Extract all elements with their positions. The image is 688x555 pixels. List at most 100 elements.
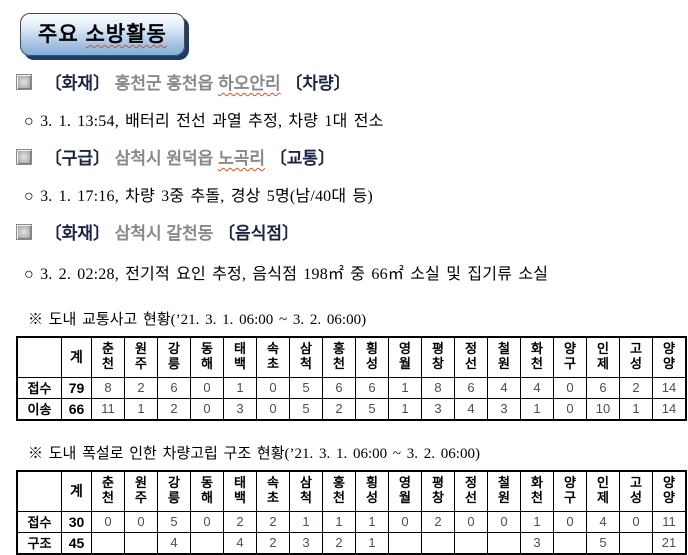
region-label: 홍천 — [333, 475, 345, 506]
cell-value: 11 — [652, 510, 687, 533]
cell-value — [388, 531, 422, 555]
incident-heading: 〔화재〕 홍천군 홍천읍 하오안리 〔차량〕 — [16, 73, 688, 96]
cell-value: 0 — [553, 397, 587, 421]
cell-value: 2 — [322, 531, 356, 555]
page-title-marked: 소방활동 — [85, 23, 167, 46]
cell-value: 1 — [322, 510, 356, 533]
cell-value: 1 — [355, 531, 389, 555]
cell-value: 6 — [586, 376, 620, 399]
table-row: 구조 45 4 4 2 3 2 1 3 5 21 — [16, 531, 687, 555]
cell-value: 6 — [322, 376, 356, 399]
region-label: 동해 — [201, 475, 213, 506]
total-column-header: 계 — [61, 336, 92, 378]
cell-value: 6 — [157, 376, 191, 399]
region-column-header: 홍천 — [322, 336, 356, 378]
cell-value: 0 — [553, 510, 587, 533]
region-column-header: 철원 — [487, 336, 521, 378]
region-label: 양구 — [564, 341, 576, 372]
incident-detail: ○ 3. 2. 02:28, 전기적 요인 추정, 음식점 198㎡ 중 66㎡… — [24, 265, 549, 283]
square-bullet-icon — [16, 223, 32, 240]
table-corner-cell — [16, 470, 62, 512]
cell-value: 2 — [619, 376, 653, 399]
region-column-header: 동해 — [190, 470, 224, 512]
row-total-value: 30 — [61, 510, 92, 533]
region-column-header: 정선 — [454, 336, 488, 378]
incident-type: 〔차량〕 — [285, 74, 351, 93]
region-column-header: 고성 — [619, 470, 653, 512]
region-column-header: 정선 — [454, 470, 488, 512]
cell-value: 4 — [157, 531, 191, 555]
region-column-header: 속초 — [256, 336, 290, 378]
cell-value: 5 — [289, 397, 323, 421]
incident-location: 홍천군 홍천읍 — [114, 74, 214, 93]
region-label: 화천 — [531, 341, 543, 372]
cell-value: 5 — [586, 531, 620, 555]
incident-detail: ○ 3. 1. 17:16, 차량 3중 추돌, 경상 5명(남/40대 등) — [24, 187, 373, 205]
region-column-header: 횡성 — [355, 470, 389, 512]
region-label: 태백 — [234, 341, 246, 372]
cell-value: 0 — [124, 510, 158, 533]
cell-value: 14 — [652, 376, 687, 399]
incident-category: 〔구급〕 — [44, 148, 111, 168]
traffic-accident-table: 계 춘천 원주 강릉 동해 태백 속초 삼척 홍천 횡성 영월 평창 정선 철원 화천 양구 인제 고성 양양 접수 7… — [16, 335, 687, 421]
region-column-header: 인제 — [586, 470, 620, 512]
cell-value: 11 — [91, 397, 125, 421]
row-label: 접수 — [16, 510, 62, 533]
incident-type: 〔교통〕 — [269, 148, 335, 168]
cell-value: 2 — [256, 531, 290, 555]
region-label: 인제 — [597, 475, 609, 506]
cell-value: 0 — [256, 376, 290, 399]
cell-value: 1 — [619, 397, 653, 421]
region-column-header: 삼척 — [289, 336, 323, 378]
cell-value: 4 — [223, 531, 257, 555]
region-label: 삼척 — [300, 475, 312, 506]
cell-value: 5 — [355, 397, 389, 421]
region-label: 평창 — [432, 341, 444, 372]
cell-value — [421, 531, 455, 555]
region-label: 양양 — [663, 341, 675, 372]
table-row: 접수 79 8 2 6 0 1 0 5 6 6 1 8 6 4 4 0 6 2 14 — [16, 376, 687, 399]
row-label: 접수 — [16, 376, 62, 399]
cell-value: 1 — [520, 510, 554, 533]
cell-value — [619, 531, 653, 555]
cell-value: 0 — [454, 510, 488, 533]
incident-heading: 〔화재〕 삼척시 갈천동 〔음식점〕 — [16, 223, 688, 246]
region-label: 화천 — [531, 475, 543, 506]
square-bullet-icon — [16, 148, 32, 165]
cell-value: 0 — [619, 510, 653, 533]
region-column-header: 철원 — [487, 470, 521, 512]
cell-value: 2 — [124, 376, 158, 399]
cell-value: 6 — [355, 376, 389, 399]
rescue-table-note: ※ 도내 폭설로 인한 차량고립 구조 현황(’21. 3. 1. 06:00 … — [28, 445, 480, 462]
region-column-header: 태백 — [223, 470, 257, 512]
snow-rescue-table: 계 춘천 원주 강릉 동해 태백 속초 삼척 홍천 횡성 영월 평창 정선 철원 화천 양구 인제 고성 양양 접수 3… — [16, 469, 687, 555]
cell-value: 1 — [124, 397, 158, 421]
row-total-value: 45 — [61, 531, 92, 555]
region-label: 강릉 — [168, 475, 180, 506]
cell-value — [553, 531, 587, 555]
cell-value: 0 — [190, 376, 224, 399]
region-label: 횡성 — [366, 341, 378, 372]
region-label: 원주 — [135, 475, 147, 506]
traffic-table-note: ※ 도내 교통사고 현황(’21. 3. 1. 06:00 ~ 3. 2. 06… — [28, 311, 367, 328]
row-total-value: 79 — [61, 376, 92, 399]
cell-value: 1 — [520, 397, 554, 421]
incident-location-marked: 하오안리 — [218, 74, 281, 93]
region-column-header: 평창 — [421, 336, 455, 378]
cell-value: 8 — [421, 376, 455, 399]
region-label: 원주 — [135, 341, 147, 372]
cell-value: 0 — [190, 397, 224, 421]
region-column-header: 양구 — [553, 336, 587, 378]
incident-type: 〔음식점〕 — [218, 223, 299, 243]
cell-value: 0 — [388, 510, 422, 533]
page-title: 주요 소방활동 — [20, 13, 185, 56]
region-label: 정선 — [465, 475, 477, 506]
region-column-header: 인제 — [586, 336, 620, 378]
region-column-header: 강릉 — [157, 336, 191, 378]
region-label: 인제 — [597, 341, 609, 372]
cell-value: 3 — [487, 397, 521, 421]
table-corner-cell — [16, 336, 62, 378]
incident-heading: 〔구급〕 삼척시 원덕읍 노곡리 〔교통〕 — [16, 148, 688, 171]
region-label: 양구 — [564, 475, 576, 506]
cell-value: 2 — [256, 510, 290, 533]
